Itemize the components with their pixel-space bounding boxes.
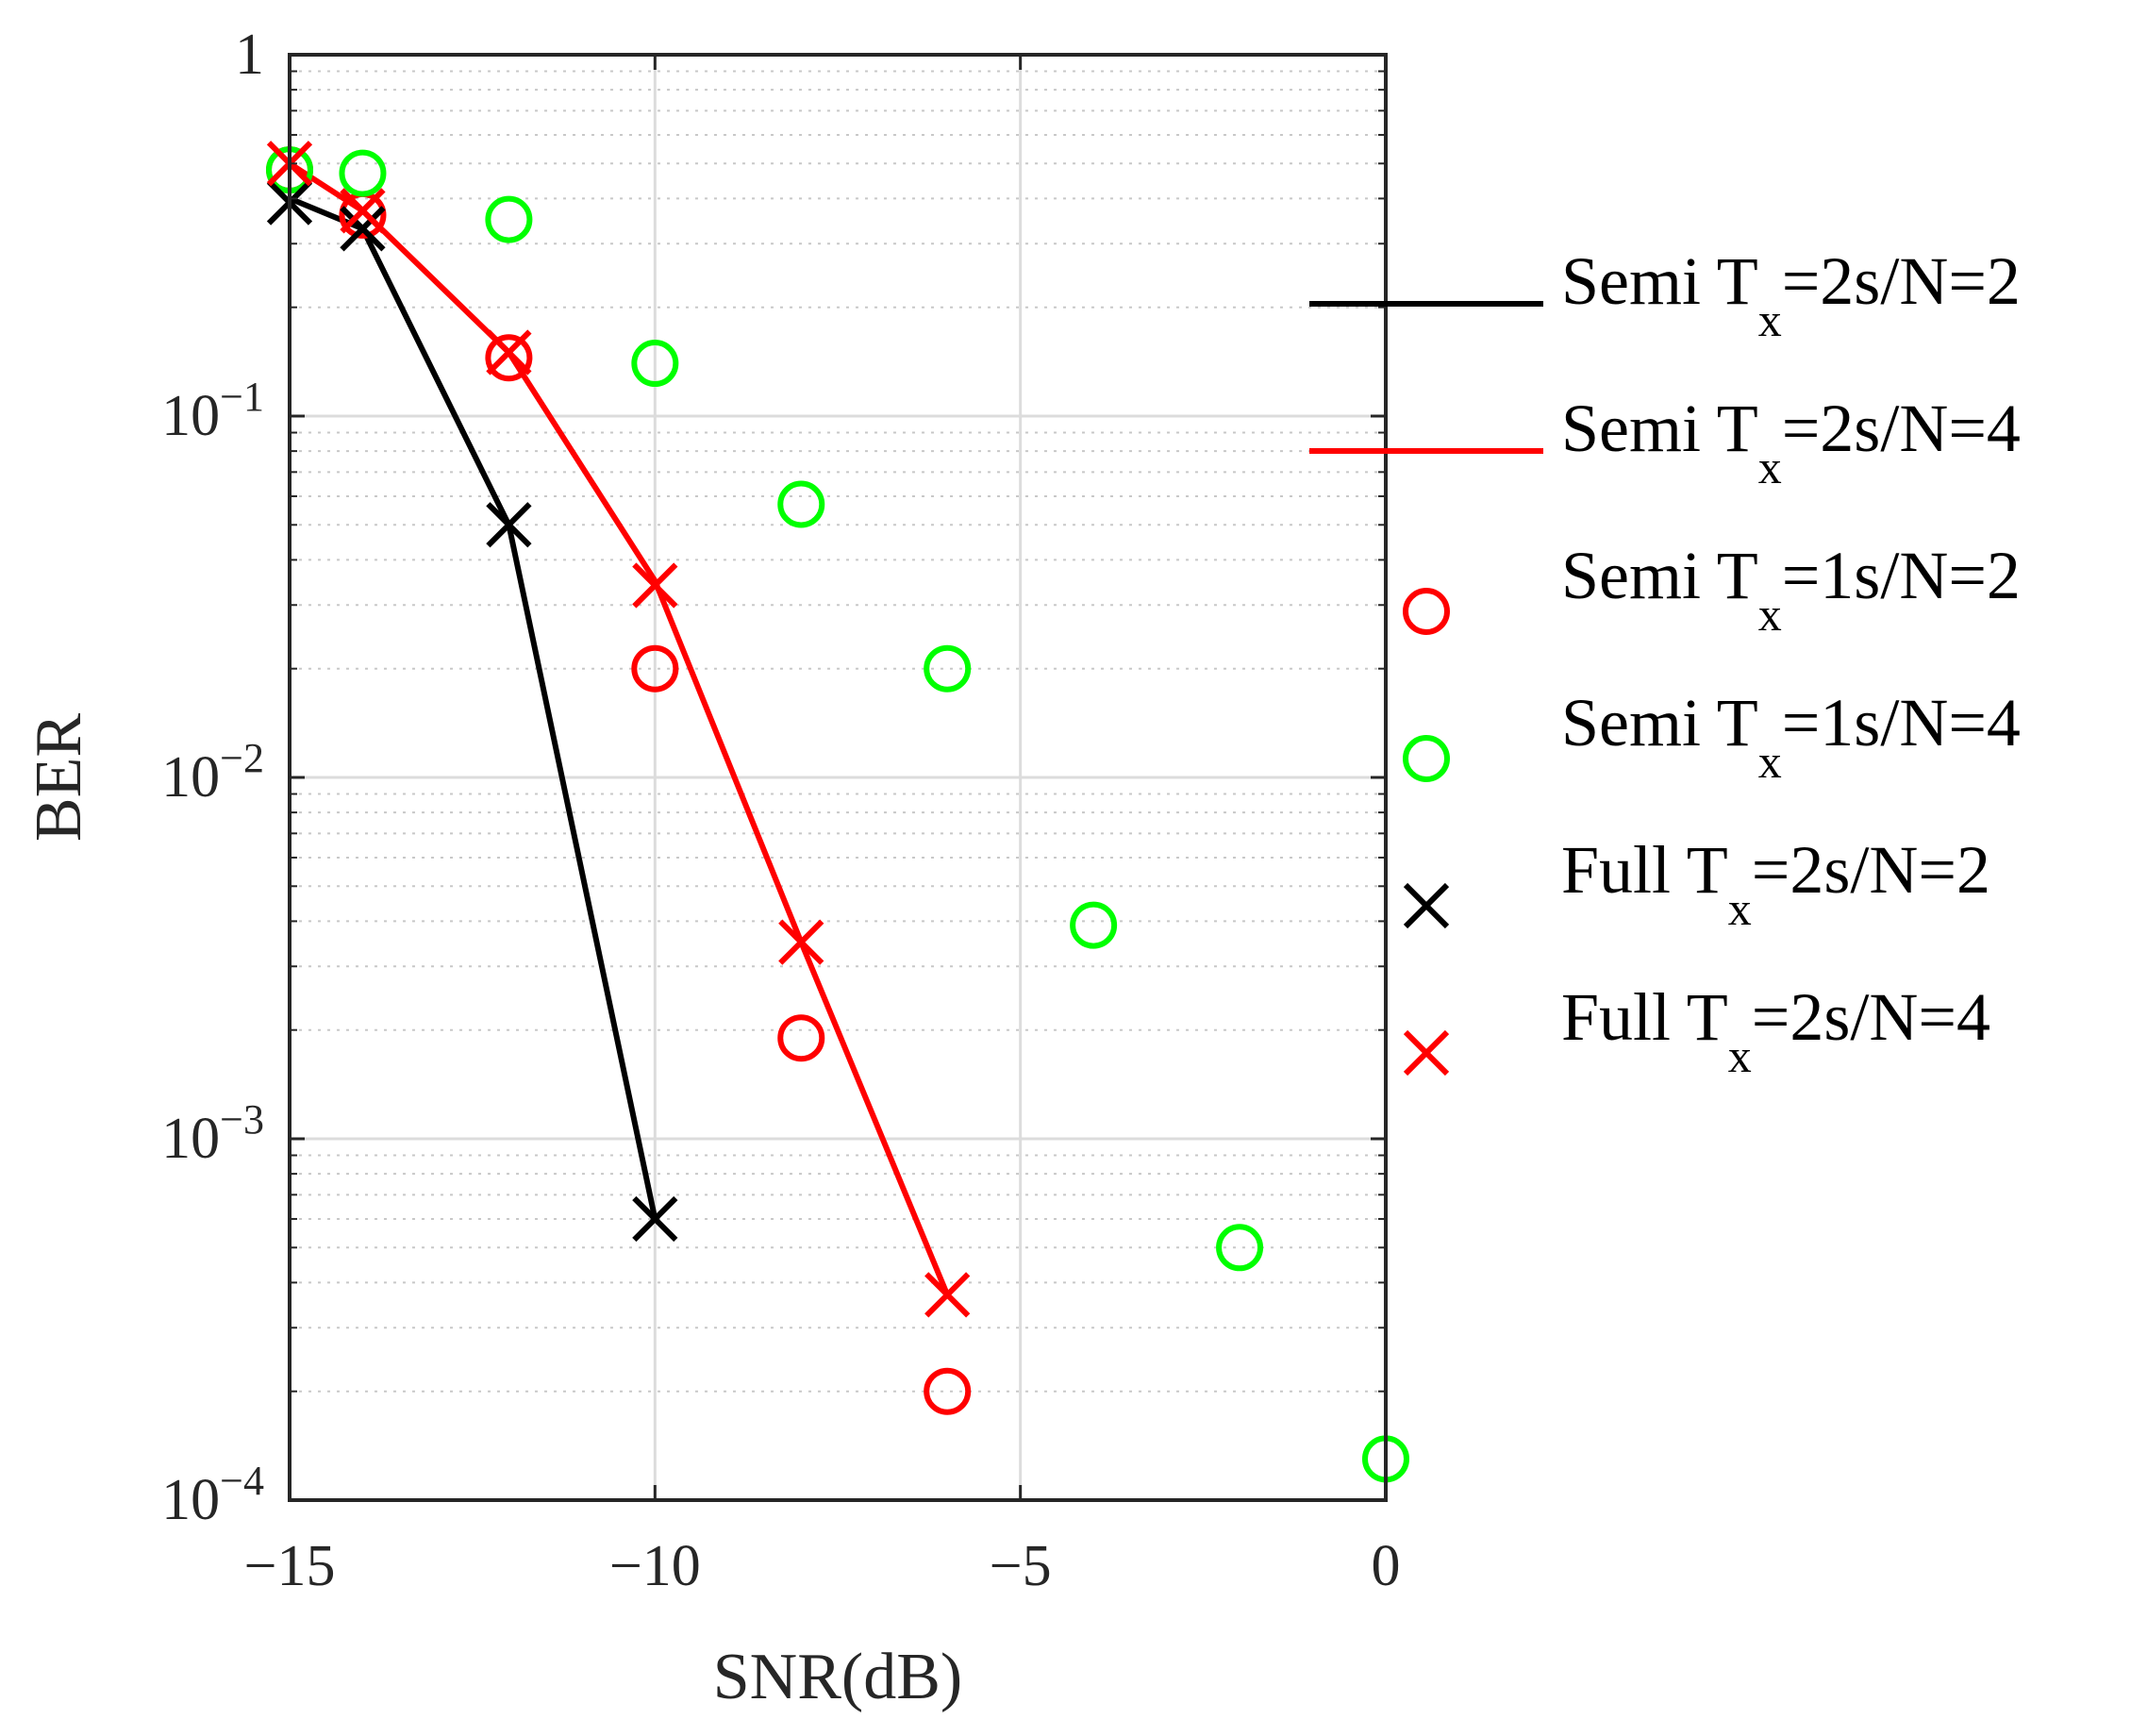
legend-label: Semi Tx=2s/N=2 xyxy=(1561,243,2021,346)
data-point xyxy=(924,644,972,693)
cross-stroke xyxy=(1403,882,1450,929)
data-point xyxy=(1216,1224,1264,1272)
data-point xyxy=(339,149,387,197)
data-point xyxy=(485,334,533,382)
cross-stroke xyxy=(778,919,824,965)
x-tick-label: −5 xyxy=(990,1534,1052,1598)
legend-swatch-marker xyxy=(1403,882,1450,929)
cross-stroke xyxy=(632,562,678,609)
cross-stroke xyxy=(486,329,532,376)
ticks xyxy=(288,53,1388,1502)
y-tick-label: 10−2 xyxy=(161,735,264,810)
series-1 xyxy=(288,195,658,1220)
data-point xyxy=(632,562,678,609)
x-tick-label: 0 xyxy=(1372,1534,1401,1598)
legend-entry-2: Semi Tx=2s/N=4 xyxy=(1309,391,2021,493)
x-tick-label: −10 xyxy=(609,1534,701,1598)
data-point xyxy=(631,340,679,388)
x-axis-label: SNR(dB) xyxy=(713,1641,962,1713)
y-tick-label: 10−3 xyxy=(161,1096,264,1171)
legend-label: Semi Tx=1s/N=4 xyxy=(1561,685,2021,788)
legend-entry-1: Semi Tx=2s/N=2 xyxy=(1309,243,2021,346)
legend-swatch-marker xyxy=(1403,1029,1450,1077)
data-point xyxy=(631,644,679,693)
cross-stroke xyxy=(340,188,386,234)
series-2 xyxy=(288,160,950,1296)
y-axis-label: BER xyxy=(23,713,95,842)
y-tick-label: 10−4 xyxy=(161,1458,264,1532)
data-point xyxy=(485,195,533,243)
data-point xyxy=(1070,901,1118,949)
legend-label: Semi Tx=2s/N=4 xyxy=(1561,391,2021,493)
data-point xyxy=(340,188,386,234)
legend-label: Semi Tx=1s/N=2 xyxy=(1561,538,2021,641)
series-line xyxy=(288,160,950,1296)
cross-stroke xyxy=(340,206,386,252)
legend-swatch-marker xyxy=(1403,735,1450,782)
x-tick-label: −15 xyxy=(244,1534,336,1598)
data-point xyxy=(777,1014,825,1062)
data-point xyxy=(777,480,825,528)
legend-swatch-marker xyxy=(1403,588,1450,635)
legend-label: Full Tx=2s/N=2 xyxy=(1561,832,1990,935)
cross-stroke xyxy=(1403,1029,1450,1077)
data-point xyxy=(486,329,532,376)
series-6 xyxy=(266,141,971,1318)
legend-label: Full Tx=2s/N=4 xyxy=(1561,979,1990,1082)
legend-entry-6: Full Tx=2s/N=4 xyxy=(1403,979,1990,1082)
legend-entry-3: Semi Tx=1s/N=2 xyxy=(1403,538,2021,641)
series-line xyxy=(288,195,658,1220)
data-point xyxy=(632,1195,678,1243)
cross-stroke xyxy=(486,502,532,548)
legend-entry-4: Semi Tx=1s/N=4 xyxy=(1403,685,2021,788)
y-tick-label: 1 xyxy=(235,23,264,87)
legend-entry-5: Full Tx=2s/N=2 xyxy=(1403,832,1990,935)
series-layer xyxy=(266,141,1409,1483)
data-point xyxy=(924,1367,972,1415)
y-tick-label: 10−1 xyxy=(161,374,264,448)
legend: Semi Tx=2s/N=2 Semi Tx=2s/N=4 Semi Tx=1s/N… xyxy=(1309,243,2021,1082)
data-point xyxy=(340,206,386,252)
data-point xyxy=(778,919,824,965)
tick-labels: −15 −10 −5 0 1 10−1 10−2 10−3 10−4 xyxy=(161,23,1400,1598)
data-point xyxy=(924,1272,971,1318)
cross-stroke xyxy=(924,1272,971,1318)
cross-stroke xyxy=(632,1195,678,1243)
data-point xyxy=(486,502,532,548)
